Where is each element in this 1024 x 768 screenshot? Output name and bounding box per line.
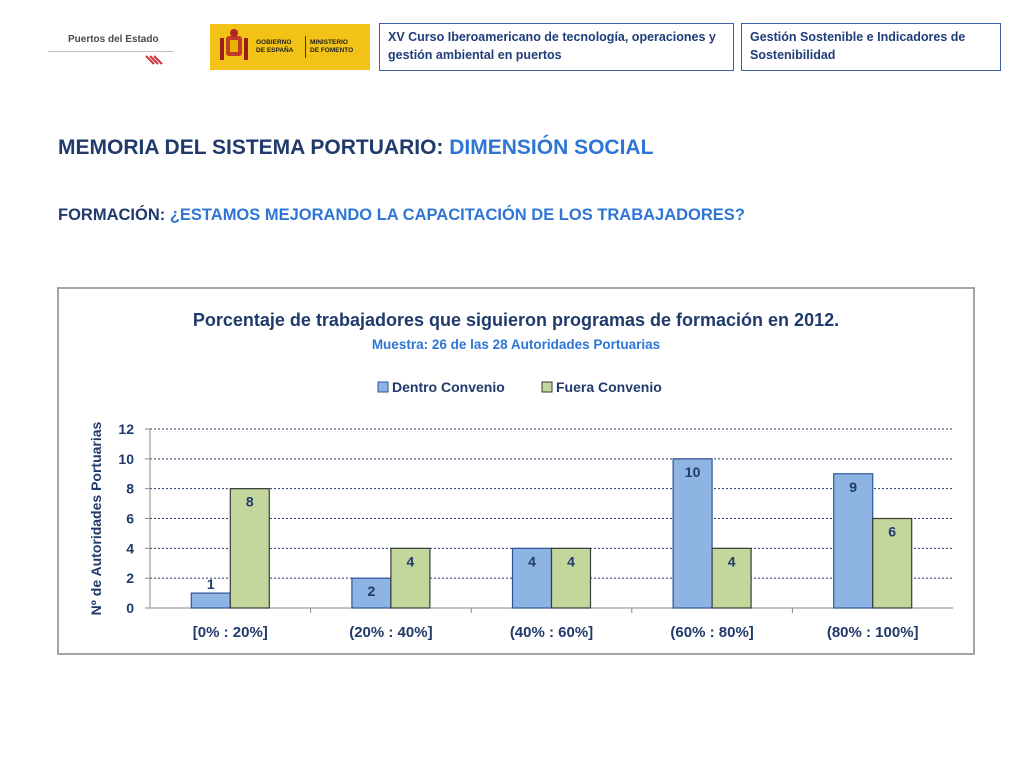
data-label: 4 — [528, 553, 536, 569]
data-label: 6 — [888, 524, 896, 540]
page-title: MEMORIA DEL SISTEMA PORTUARIO: DIMENSIÓN… — [58, 136, 653, 160]
x-tick-label: (80% : 100%] — [827, 624, 919, 641]
bar-dentro — [672, 458, 713, 609]
page-subtitle: FORMACIÓN: ¿ESTAMOS MEJORANDO LA CAPACIT… — [58, 206, 745, 225]
legend-label-dentro: Dentro Convenio — [392, 379, 505, 395]
coat-of-arms-icon — [220, 29, 248, 60]
logo-mark-icon — [145, 55, 163, 65]
logo-puertos-text: Puertos del Estado — [68, 34, 159, 45]
gestion-box: Gestión Sostenible e Indicadores de Sost… — [741, 23, 1001, 71]
x-tick-label: (40% : 60%] — [510, 624, 593, 641]
bar-chart: Porcentaje de trabajadores que siguieron… — [88, 310, 953, 641]
bar-dentro — [833, 473, 874, 609]
gobierno-ministerio-logo: GOBIERNO DE ESPAÑA MINISTERIO DE FOMENTO — [210, 24, 370, 70]
y-tick-label: 10 — [118, 451, 134, 467]
y-tick-label: 6 — [126, 511, 134, 527]
bar-dentro — [190, 592, 231, 609]
data-label: 10 — [685, 464, 701, 480]
bar-fuera — [229, 488, 270, 609]
data-label: 4 — [567, 553, 575, 569]
subtitle-prefix: FORMACIÓN: — [58, 206, 166, 224]
logo-divider — [48, 51, 174, 52]
curso-box: XV Curso Iberoamericano de tecnología, o… — [379, 23, 734, 71]
bar-fuera — [550, 547, 592, 609]
subtitle-highlight: ¿ESTAMOS MEJORANDO LA CAPACITACIÓN DE LO… — [169, 206, 745, 224]
bar-fuera — [711, 547, 752, 609]
title-highlight: DIMENSIÓN SOCIAL — [449, 136, 654, 159]
bar-fuera — [390, 547, 431, 609]
data-label: 4 — [728, 553, 736, 569]
logo-separator — [305, 36, 306, 58]
legend-swatch-fuera — [541, 381, 553, 393]
data-label: 1 — [207, 576, 215, 592]
legend-label-fuera: Fuera Convenio — [556, 379, 662, 395]
y-tick-label: 8 — [126, 481, 134, 497]
x-tick-label: [0% : 20%] — [193, 624, 268, 641]
y-tick-label: 12 — [118, 421, 134, 437]
data-label: 8 — [246, 494, 254, 510]
y-tick-label: 0 — [126, 600, 134, 616]
gobierno-text: GOBIERNO DE ESPAÑA — [256, 39, 294, 54]
chart-subtitle: Muestra: 26 de las 28 Autoridades Portua… — [372, 337, 660, 352]
legend-swatch-dentro — [377, 381, 389, 393]
chart-frame: Porcentaje de trabajadores que siguieron… — [57, 287, 975, 655]
y-tick-label: 4 — [126, 540, 134, 556]
y-axis-label: Nº de Autoridades Portuarias — [88, 421, 104, 615]
x-tick-label: (20% : 40%] — [349, 624, 432, 641]
chart-title: Porcentaje de trabajadores que siguieron… — [193, 310, 839, 330]
bar-fuera — [872, 517, 913, 609]
bar-dentro — [351, 577, 392, 609]
data-label: 4 — [407, 553, 415, 569]
title-prefix: MEMORIA DEL SISTEMA PORTUARIO: — [58, 136, 444, 159]
puertos-del-estado-logo: Puertos del Estado — [48, 24, 178, 72]
y-tick-label: 2 — [126, 570, 134, 586]
x-tick-label: (60% : 80%] — [670, 624, 753, 641]
data-label: 2 — [368, 583, 376, 599]
data-label: 9 — [849, 479, 857, 495]
ministerio-text: MINISTERIO DE FOMENTO — [310, 39, 354, 54]
bar-dentro — [511, 547, 553, 609]
